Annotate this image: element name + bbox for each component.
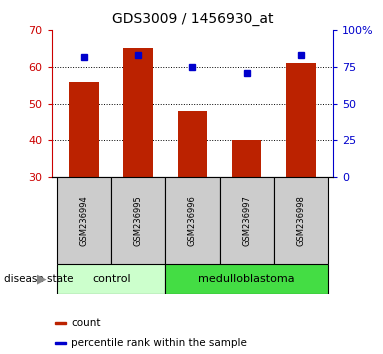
Text: GSM236997: GSM236997: [242, 195, 251, 246]
Text: control: control: [92, 274, 131, 284]
Bar: [54, 342, 66, 344]
Text: percentile rank within the sample: percentile rank within the sample: [71, 338, 247, 348]
Bar: [165, 264, 328, 294]
Bar: [274, 177, 328, 264]
Text: count: count: [71, 318, 101, 328]
Text: medulloblastoma: medulloblastoma: [198, 274, 295, 284]
Bar: [54, 322, 66, 324]
Text: ▶: ▶: [37, 272, 47, 285]
Text: GSM236996: GSM236996: [188, 195, 197, 246]
Bar: [57, 177, 111, 264]
Bar: [219, 177, 274, 264]
Bar: [57, 264, 165, 294]
Bar: [165, 177, 219, 264]
Bar: [123, 48, 153, 177]
Bar: [69, 81, 99, 177]
Bar: [111, 177, 165, 264]
Bar: [178, 111, 207, 177]
Text: disease state: disease state: [4, 274, 73, 284]
Bar: [286, 63, 316, 177]
Text: GSM236994: GSM236994: [80, 195, 89, 246]
Bar: [232, 140, 262, 177]
Title: GDS3009 / 1456930_at: GDS3009 / 1456930_at: [112, 12, 273, 26]
Text: GSM236998: GSM236998: [296, 195, 305, 246]
Text: GSM236995: GSM236995: [134, 195, 143, 246]
